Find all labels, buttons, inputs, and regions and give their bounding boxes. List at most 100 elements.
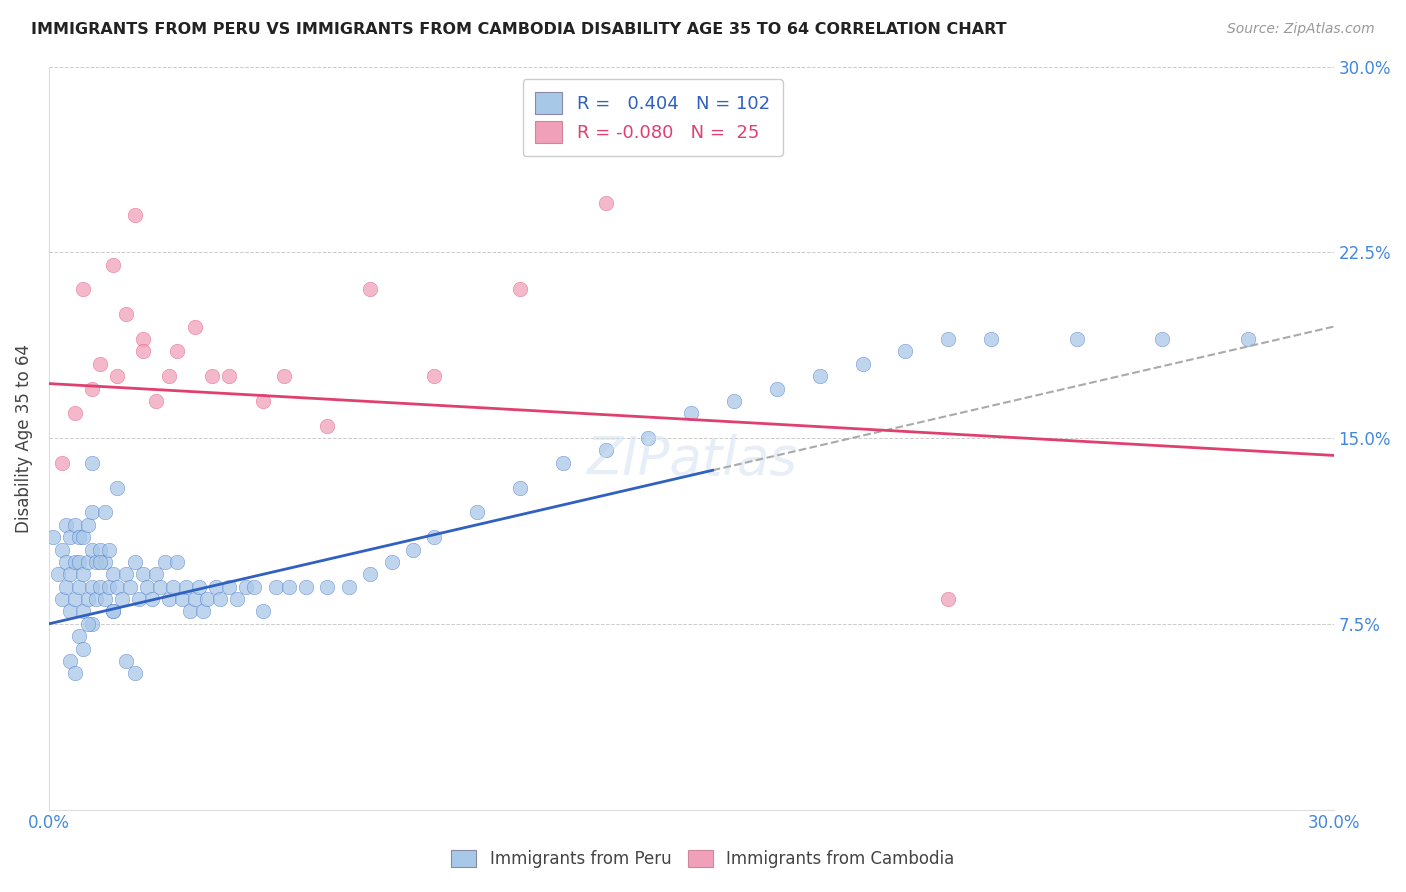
Point <box>72 530 94 544</box>
Point <box>55 517 77 532</box>
Point <box>209 592 232 607</box>
Point <box>124 666 146 681</box>
Point <box>894 344 917 359</box>
Point <box>111 592 134 607</box>
Point <box>115 307 138 321</box>
Point <box>63 592 86 607</box>
Point <box>808 369 831 384</box>
Point <box>103 604 125 618</box>
Legend: Immigrants from Peru, Immigrants from Cambodia: Immigrants from Peru, Immigrants from Ca… <box>444 843 962 875</box>
Point <box>136 580 159 594</box>
Point <box>80 505 103 519</box>
Point <box>63 406 86 420</box>
Point <box>93 505 115 519</box>
Point <box>103 567 125 582</box>
Point <box>97 580 120 594</box>
Point <box>936 592 959 607</box>
Point <box>76 616 98 631</box>
Point <box>63 555 86 569</box>
Point <box>128 592 150 607</box>
Point <box>124 555 146 569</box>
Point <box>359 283 381 297</box>
Point <box>63 666 86 681</box>
Point <box>76 592 98 607</box>
Point <box>63 517 86 532</box>
Point <box>72 567 94 582</box>
Point <box>337 580 360 594</box>
Point <box>174 580 197 594</box>
Point <box>509 283 531 297</box>
Point <box>89 555 111 569</box>
Point <box>80 580 103 594</box>
Point <box>145 393 167 408</box>
Point <box>51 592 73 607</box>
Point <box>273 369 295 384</box>
Point <box>67 530 90 544</box>
Point <box>59 567 82 582</box>
Point <box>107 580 129 594</box>
Y-axis label: Disability Age 35 to 64: Disability Age 35 to 64 <box>15 343 32 533</box>
Point <box>76 517 98 532</box>
Point <box>80 542 103 557</box>
Point <box>191 604 214 618</box>
Point <box>509 481 531 495</box>
Point <box>59 530 82 544</box>
Point <box>1152 332 1174 346</box>
Point <box>67 629 90 643</box>
Point <box>201 369 224 384</box>
Point <box>84 555 107 569</box>
Point <box>72 641 94 656</box>
Point <box>295 580 318 594</box>
Point <box>1066 332 1088 346</box>
Point <box>89 357 111 371</box>
Point <box>277 580 299 594</box>
Point <box>120 580 142 594</box>
Point <box>97 542 120 557</box>
Text: Source: ZipAtlas.com: Source: ZipAtlas.com <box>1227 22 1375 37</box>
Point <box>89 580 111 594</box>
Point <box>103 258 125 272</box>
Point <box>132 344 155 359</box>
Point <box>67 555 90 569</box>
Point <box>145 567 167 582</box>
Point <box>59 604 82 618</box>
Point <box>115 654 138 668</box>
Point <box>402 542 425 557</box>
Point <box>252 393 274 408</box>
Point <box>187 580 209 594</box>
Point <box>46 567 69 582</box>
Point <box>170 592 193 607</box>
Point <box>205 580 228 594</box>
Point <box>107 481 129 495</box>
Point <box>218 369 240 384</box>
Point <box>80 456 103 470</box>
Point <box>166 555 188 569</box>
Point <box>59 654 82 668</box>
Point <box>316 580 339 594</box>
Point <box>359 567 381 582</box>
Point <box>1237 332 1260 346</box>
Point <box>681 406 703 420</box>
Point <box>93 592 115 607</box>
Point <box>72 604 94 618</box>
Point <box>380 555 402 569</box>
Text: IMMIGRANTS FROM PERU VS IMMIGRANTS FROM CAMBODIA DISABILITY AGE 35 TO 64 CORRELA: IMMIGRANTS FROM PERU VS IMMIGRANTS FROM … <box>31 22 1007 37</box>
Legend: R =   0.404   N = 102, R = -0.080   N =  25: R = 0.404 N = 102, R = -0.080 N = 25 <box>523 79 783 156</box>
Point <box>218 580 240 594</box>
Point <box>93 555 115 569</box>
Point <box>51 456 73 470</box>
Point <box>851 357 873 371</box>
Point <box>637 431 659 445</box>
Point <box>80 382 103 396</box>
Point <box>980 332 1002 346</box>
Point <box>67 580 90 594</box>
Point <box>80 616 103 631</box>
Point <box>55 555 77 569</box>
Point <box>55 580 77 594</box>
Point <box>226 592 249 607</box>
Point <box>235 580 257 594</box>
Point <box>465 505 488 519</box>
Text: ZIPatlas: ZIPatlas <box>586 434 797 486</box>
Point <box>84 592 107 607</box>
Point <box>423 369 446 384</box>
